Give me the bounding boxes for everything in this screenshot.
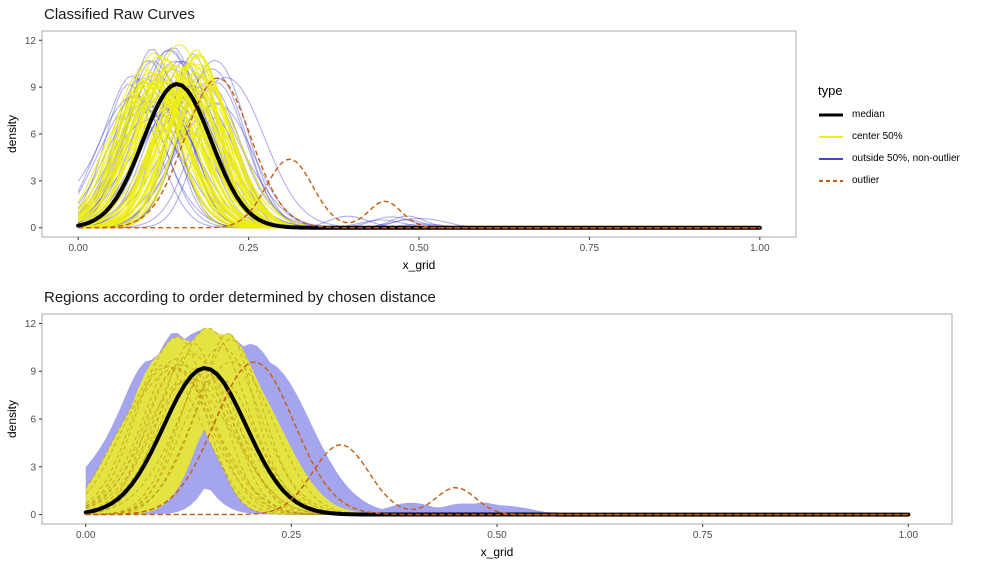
legend-key-center-50-line bbox=[819, 135, 843, 138]
legend-label-outlier: outlier bbox=[852, 175, 880, 186]
y-tick-label: 3 bbox=[30, 462, 36, 473]
legend-key-median-line bbox=[819, 113, 843, 116]
top-plot-svg: 0.00 0.25 0.50 0.75 1.00 0 3 6 9 12 x_grid density bbox=[5, 30, 797, 272]
center-50-band bbox=[85, 328, 909, 515]
y-axis-title: density bbox=[5, 115, 19, 153]
y-tick-label: 12 bbox=[25, 36, 37, 47]
y-tick-label: 0 bbox=[30, 223, 36, 234]
x-tick-label: 1.00 bbox=[750, 243, 770, 254]
legend-label-outside-50: outside 50%, non-outlier bbox=[852, 153, 960, 164]
y-tick-label: 0 bbox=[30, 510, 36, 521]
legend-entry-median: median bbox=[818, 108, 994, 122]
y-axis-title: density bbox=[5, 400, 19, 438]
legend-label-center-50: center 50% bbox=[852, 131, 903, 142]
x-tick-label: 0.50 bbox=[409, 243, 429, 254]
axes: 0.00 0.25 0.50 0.75 1.00 0 3 6 9 12 bbox=[25, 36, 770, 254]
bottom-plot-svg: 0.00 0.25 0.50 0.75 1.00 0 3 6 9 12 x_grid density bbox=[5, 313, 953, 559]
legend-key-outlier-line bbox=[819, 179, 843, 182]
y-tick-label: 9 bbox=[30, 367, 36, 378]
x-tick-label: 0.25 bbox=[239, 243, 259, 254]
x-tick-label: 0.75 bbox=[580, 243, 600, 254]
legend-key-outside-50-line bbox=[819, 157, 843, 160]
top-chart-row: 0.00 0.25 0.50 0.75 1.00 0 3 6 9 12 x_grid density … bbox=[4, 25, 1000, 277]
x-tick-label: 0.00 bbox=[68, 243, 88, 254]
x-tick-label: 0.50 bbox=[487, 530, 507, 541]
legend-entry-outside-50: outside 50%, non-outlier bbox=[818, 152, 994, 166]
outlier-curves bbox=[78, 77, 760, 229]
top-chart-title: Classified Raw Curves bbox=[44, 6, 195, 23]
legend-entries: median center 50% outside 50%, non-outli… bbox=[818, 108, 994, 188]
y-tick-label: 6 bbox=[30, 130, 36, 141]
x-axis-title: x_grid bbox=[481, 545, 514, 559]
legend-title: type bbox=[818, 82, 843, 98]
chart-regions-by-distance: Regions according to order determined by… bbox=[4, 289, 1000, 569]
legend-entry-outlier: outlier bbox=[818, 174, 994, 188]
axes: 0.00 0.25 0.50 0.75 1.00 0 3 6 9 12 bbox=[25, 319, 919, 541]
legend-entry-center-50: center 50% bbox=[818, 130, 994, 144]
plot-area bbox=[76, 44, 762, 230]
y-tick-label: 3 bbox=[30, 176, 36, 187]
bottom-chart-title: Regions according to order determined by… bbox=[44, 289, 436, 306]
chart-classified-raw-curves: Classified Raw Curves 0.00 0.25 0.50 0.75 1.… bbox=[4, 6, 1000, 277]
y-tick-label: 12 bbox=[25, 319, 37, 330]
outlier-curves bbox=[85, 361, 909, 516]
x-tick-label: 1.00 bbox=[899, 530, 919, 541]
x-tick-label: 0.75 bbox=[693, 530, 713, 541]
y-tick-label: 6 bbox=[30, 415, 36, 426]
legend: type median center 50% outside 50%, non-… bbox=[818, 83, 994, 196]
x-tick-label: 0.25 bbox=[282, 530, 302, 541]
legend-label-median: median bbox=[852, 109, 885, 120]
plot-area bbox=[83, 327, 911, 517]
y-tick-label: 9 bbox=[30, 83, 36, 94]
x-tick-label: 0.00 bbox=[76, 530, 96, 541]
x-axis-title: x_grid bbox=[403, 258, 436, 272]
